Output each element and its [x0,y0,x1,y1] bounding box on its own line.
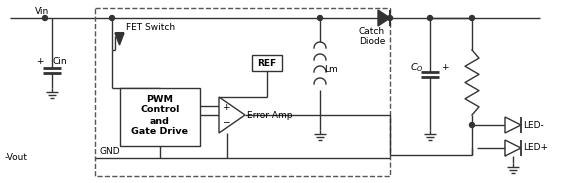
Polygon shape [505,117,521,133]
Text: PWM: PWM [147,94,173,104]
Circle shape [470,16,474,20]
Circle shape [318,16,322,20]
Text: +: + [222,104,229,113]
Circle shape [42,16,48,20]
Polygon shape [378,10,390,26]
Circle shape [109,16,115,20]
Polygon shape [115,33,124,45]
Text: Catch: Catch [359,27,385,36]
Text: GND: GND [100,147,120,156]
Text: Gate Drive: Gate Drive [132,128,189,137]
Text: and: and [150,117,170,126]
Polygon shape [219,97,245,133]
Text: LED+: LED+ [523,143,548,152]
Text: $C_O$: $C_O$ [410,62,424,74]
Text: -Vout: -Vout [5,154,28,163]
Bar [95,8,390,176]
Text: Vin: Vin [35,7,49,16]
Text: FET Switch: FET Switch [126,23,175,33]
Circle shape [470,122,474,128]
Bar [120,88,200,146]
Circle shape [428,16,432,20]
Circle shape [388,16,392,20]
Text: Error Amp: Error Amp [247,111,293,119]
Text: Control: Control [140,106,180,115]
Text: +: + [441,64,449,72]
Text: REF: REF [257,59,276,68]
Bar [252,55,282,71]
Text: −: − [222,117,229,126]
Text: Diode: Diode [359,36,385,46]
Text: Cin: Cin [53,57,68,66]
Polygon shape [505,140,521,156]
Text: +: + [36,57,44,66]
Text: Lm: Lm [324,66,338,74]
Text: LED-: LED- [523,120,544,130]
